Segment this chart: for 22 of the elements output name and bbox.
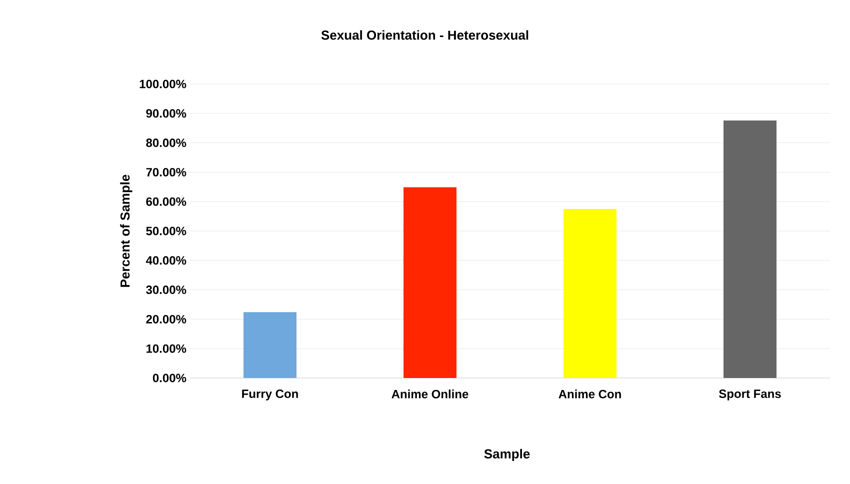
y-tick-label: 70.00%: [146, 168, 186, 176]
y-tick-label: 40.00%: [146, 256, 186, 265]
y-tick-label: 20.00%: [146, 314, 186, 324]
bar: [404, 187, 457, 378]
y-tick-label: 60.00%: [146, 197, 186, 206]
y-tick-label: 80.00%: [146, 138, 186, 148]
y-tick-label: 0.00%: [152, 374, 186, 382]
y-tick-label: 90.00%: [146, 109, 186, 118]
x-tick-label: Anime Con: [558, 390, 621, 398]
bar: [564, 208, 617, 378]
x-tick-label: Anime Online: [392, 390, 468, 398]
bar: [244, 312, 297, 378]
x-tick-label: Furry Con: [242, 390, 298, 400]
chart-title: Sexual Orientation - Heterosexual: [321, 30, 528, 40]
bar: [724, 120, 777, 378]
y-axis-title: Percent of Sample: [120, 174, 132, 287]
y-tick-label: 100.00%: [140, 80, 186, 88]
y-tick-label: 50.00%: [146, 226, 186, 236]
x-axis-title: Sample: [484, 448, 530, 462]
y-tick-label: 30.00%: [146, 286, 186, 294]
y-tick-label: 10.00%: [146, 344, 186, 353]
x-tick-label: Sport Fans: [719, 390, 781, 400]
